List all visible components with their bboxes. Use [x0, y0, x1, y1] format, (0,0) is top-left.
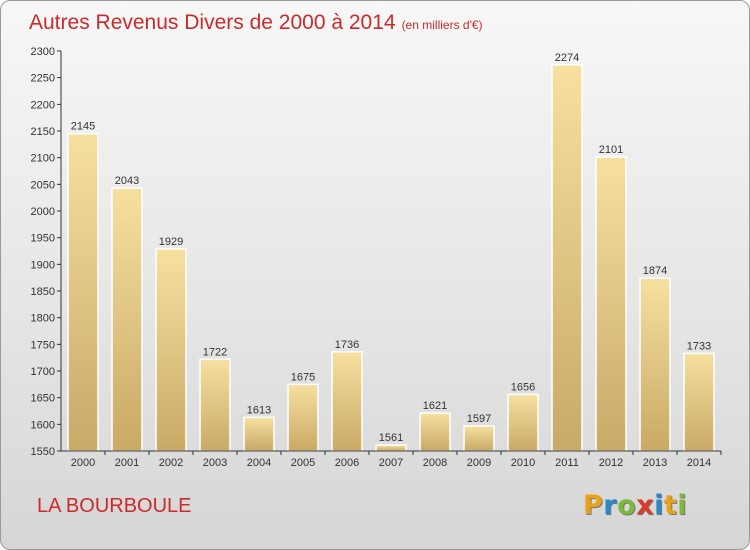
y-tick-label: 1750 — [31, 339, 55, 351]
y-tick-label: 1650 — [31, 393, 55, 405]
bar — [507, 393, 539, 452]
y-tick-label: 1600 — [31, 419, 55, 431]
x-tick-label: 2012 — [599, 457, 623, 469]
bar — [199, 358, 231, 452]
chart-title: Autres Revenus Divers de 2000 à 2014 (en … — [29, 11, 483, 35]
data-label: 1874 — [643, 265, 667, 277]
data-label: 2043 — [115, 175, 139, 187]
x-tick-label: 2011 — [555, 457, 579, 469]
proxiti-logo: Proxiti — [583, 490, 687, 521]
x-tick-label: 2004 — [247, 457, 271, 469]
axes-group: 2000 2001 2002 2003 2004 2005 2006 2007 2008 2009… — [31, 46, 722, 469]
y-tick-label: 2050 — [31, 179, 55, 191]
x-tick-label: 2001 — [115, 457, 139, 469]
y-tick-label: 1700 — [31, 366, 55, 378]
data-label: 2145 — [71, 121, 95, 133]
bar — [155, 248, 187, 452]
data-label: 1621 — [423, 400, 447, 412]
bar — [595, 156, 627, 452]
bar — [287, 383, 319, 452]
x-tick-label: 2007 — [379, 457, 403, 469]
data-label: 1675 — [291, 371, 315, 383]
data-label: 1929 — [159, 236, 183, 248]
logo-letter: o — [617, 490, 637, 521]
bar — [463, 425, 495, 452]
data-label: 1733 — [687, 340, 711, 352]
logo-letter: P — [583, 490, 604, 521]
x-tick-label: 2000 — [71, 457, 95, 469]
y-tick-label: 1800 — [31, 313, 55, 325]
data-label: 2101 — [599, 144, 623, 156]
y-tick-label: 2000 — [31, 206, 55, 218]
bar — [111, 187, 143, 452]
bars-group: 2145 2043 1929 1722 1613 1675 1736 1561 1621 1597… — [67, 52, 715, 452]
data-label: 1722 — [203, 346, 227, 358]
logo-letter: i — [654, 490, 664, 521]
y-tick-label: 1950 — [31, 233, 55, 245]
x-tick-label: 2010 — [511, 457, 535, 469]
y-tick-label: 1550 — [31, 446, 55, 458]
logo-letter: i — [677, 490, 688, 521]
bar — [683, 352, 715, 452]
bar — [331, 351, 363, 452]
bar — [243, 416, 275, 452]
data-label: 1613 — [247, 404, 271, 416]
bar — [419, 412, 451, 452]
data-label: 1656 — [511, 381, 535, 393]
city-name: LA BOURBOULE — [37, 495, 192, 517]
logo-letter: x — [636, 490, 655, 521]
y-tick-label: 1900 — [31, 259, 55, 271]
data-label: 1597 — [467, 413, 491, 425]
data-label: 1736 — [335, 339, 359, 351]
y-tick-label: 2100 — [31, 153, 55, 165]
y-tick-label: 2150 — [31, 126, 55, 138]
x-tick-label: 2008 — [423, 457, 447, 469]
bar — [375, 444, 407, 452]
x-tick-label: 2003 — [203, 457, 227, 469]
x-tick-label: 2005 — [291, 457, 315, 469]
logo-letter: r — [603, 490, 618, 521]
y-tick-label: 1850 — [31, 286, 55, 298]
data-label: 1561 — [379, 432, 403, 444]
x-tick-label: 2002 — [159, 457, 183, 469]
bar — [551, 64, 583, 452]
data-label: 2274 — [555, 52, 579, 64]
x-tick-label: 2013 — [643, 457, 667, 469]
y-tick-label: 2250 — [31, 73, 55, 85]
title-unit: (en milliers d'€) — [401, 18, 483, 32]
y-tick-label: 2300 — [31, 46, 55, 58]
logo-letter: t — [663, 490, 678, 521]
x-tick-label: 2006 — [335, 457, 359, 469]
title-text: Autres Revenus Divers de 2000 à 2014 — [29, 11, 396, 34]
x-tick-label: 2009 — [467, 457, 491, 469]
y-tick-label: 2200 — [31, 99, 55, 111]
x-tick-label: 2014 — [687, 457, 711, 469]
bar — [639, 277, 671, 452]
bar — [67, 132, 99, 452]
